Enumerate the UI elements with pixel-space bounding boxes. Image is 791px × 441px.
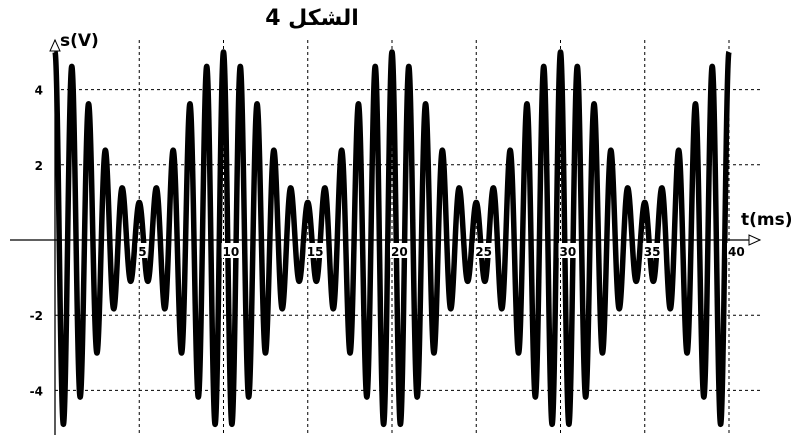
x-tick-label-bg xyxy=(390,243,408,258)
x-tick-label-bg xyxy=(137,243,148,258)
signal-series xyxy=(52,49,732,428)
y-axis-label: s(V) xyxy=(60,31,99,51)
x-tick-label: 5 xyxy=(138,245,146,259)
am-signal-line xyxy=(52,49,732,428)
x-tick-label: 15 xyxy=(307,245,324,259)
x-tick-label: 10 xyxy=(223,245,240,259)
x-tick-label: 35 xyxy=(644,245,661,259)
x-tick-label-bg xyxy=(558,243,577,258)
y-tick-label: 2 xyxy=(35,159,43,173)
x-tick-label: 30 xyxy=(560,245,577,259)
x-axis-arrow-icon xyxy=(748,234,762,246)
x-tick-label: 40 xyxy=(728,245,745,259)
y-tick-label: 4 xyxy=(35,84,43,98)
tick-labels: 5 10 15 20 25 30 35 40 -4 -2 2 4 xyxy=(30,84,745,398)
y-tick-label: -4 xyxy=(30,384,43,398)
x-tick-label-bg xyxy=(642,243,661,258)
x-axis-label: t(ms) xyxy=(741,210,791,230)
x-tick-label-bg xyxy=(727,243,745,258)
x-tick-label-bg xyxy=(305,243,324,258)
y-axis-arrow-icon xyxy=(49,38,61,52)
chart-title: الشكل 4 xyxy=(265,6,359,31)
y-tick-label: -2 xyxy=(30,309,43,323)
x-tick-label: 25 xyxy=(475,245,492,259)
x-tick-label: 20 xyxy=(391,245,408,259)
x-tick-label-bg xyxy=(474,243,493,258)
x-tick-label-bg xyxy=(221,243,240,258)
